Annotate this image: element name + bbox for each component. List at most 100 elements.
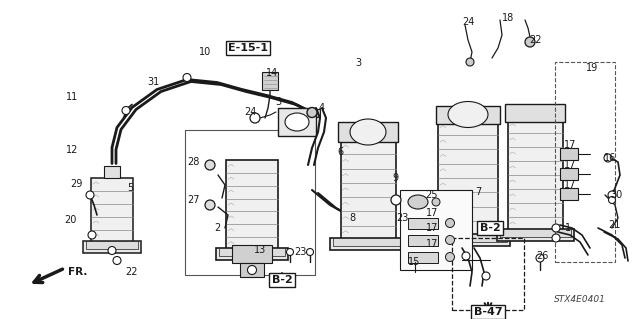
Bar [408, 218, 438, 229]
Circle shape [552, 234, 560, 242]
Text: 17: 17 [426, 223, 438, 233]
Text: 27: 27 [187, 195, 199, 205]
Text: 17: 17 [564, 180, 576, 190]
Bar [333, 238, 403, 246]
Circle shape [432, 198, 440, 206]
Bar [452, 238, 524, 310]
Circle shape [462, 252, 470, 260]
Text: B-47: B-47 [474, 307, 502, 317]
Text: 28: 28 [187, 157, 199, 167]
Circle shape [88, 231, 96, 239]
Bar [240, 263, 264, 277]
Text: 21: 21 [608, 220, 620, 230]
Circle shape [482, 272, 490, 280]
Bar [497, 229, 573, 241]
Bar [91, 177, 133, 242]
Text: 8: 8 [349, 213, 355, 223]
Bar [505, 104, 565, 122]
Text: 23: 23 [294, 247, 306, 257]
Circle shape [536, 254, 544, 262]
Circle shape [122, 107, 130, 115]
Bar [232, 245, 272, 263]
Circle shape [525, 37, 535, 47]
Circle shape [287, 249, 294, 256]
Bar [408, 235, 438, 246]
Circle shape [113, 256, 121, 264]
Text: 3: 3 [275, 97, 281, 107]
Bar [330, 238, 406, 250]
Ellipse shape [350, 119, 386, 145]
Text: 23: 23 [396, 213, 408, 223]
Text: 16: 16 [604, 153, 616, 163]
Text: 24: 24 [244, 107, 256, 117]
Bar [340, 140, 396, 240]
Bar [436, 106, 500, 123]
Text: 20: 20 [64, 215, 76, 225]
Text: 24: 24 [462, 17, 474, 27]
Text: 17: 17 [426, 208, 438, 218]
Circle shape [552, 224, 560, 232]
Bar [429, 234, 507, 241]
Circle shape [445, 235, 454, 244]
Text: 15: 15 [408, 257, 420, 267]
Text: 12: 12 [66, 145, 78, 155]
Ellipse shape [285, 113, 309, 131]
Text: 7: 7 [475, 187, 481, 197]
Text: 5: 5 [127, 183, 133, 193]
Bar [219, 248, 285, 256]
Text: FR.: FR. [68, 267, 88, 277]
Bar [499, 229, 570, 237]
Text: 22: 22 [125, 267, 138, 277]
Text: 6: 6 [337, 147, 343, 157]
Text: B-2: B-2 [271, 275, 292, 285]
Text: 14: 14 [266, 68, 278, 78]
Circle shape [108, 247, 116, 255]
Circle shape [466, 58, 474, 66]
Bar [304, 108, 320, 116]
Text: 17: 17 [564, 160, 576, 170]
Text: 22: 22 [529, 35, 541, 45]
Circle shape [604, 154, 612, 162]
Text: 4: 4 [319, 103, 325, 113]
Bar [555, 62, 615, 262]
Bar [560, 188, 578, 200]
Circle shape [445, 253, 454, 262]
Circle shape [608, 191, 616, 199]
Text: E-15-1: E-15-1 [228, 43, 268, 53]
Bar [426, 234, 510, 246]
Circle shape [307, 249, 314, 256]
Circle shape [250, 113, 260, 123]
Text: 17: 17 [426, 239, 438, 249]
Circle shape [248, 265, 257, 275]
Bar [560, 148, 578, 160]
Text: 2: 2 [214, 223, 220, 233]
Circle shape [445, 219, 454, 227]
Bar [86, 241, 138, 249]
Text: 17: 17 [564, 140, 576, 150]
Text: 26: 26 [536, 251, 548, 261]
Bar [278, 108, 316, 136]
Bar [262, 72, 278, 90]
Bar [400, 190, 472, 270]
Bar [408, 252, 438, 263]
Bar [560, 168, 578, 180]
Text: 18: 18 [502, 13, 514, 23]
Ellipse shape [408, 195, 428, 209]
Circle shape [205, 160, 215, 170]
Bar [438, 121, 498, 235]
Text: 9: 9 [392, 173, 398, 183]
Text: 30: 30 [610, 190, 622, 200]
Bar [226, 160, 278, 250]
Circle shape [183, 73, 191, 81]
Ellipse shape [448, 101, 488, 128]
Text: 25: 25 [426, 190, 438, 200]
Bar [338, 122, 398, 142]
Circle shape [307, 108, 317, 117]
Text: 19: 19 [586, 63, 598, 73]
Circle shape [609, 197, 616, 204]
Text: 11: 11 [66, 92, 78, 102]
Text: 13: 13 [254, 245, 266, 255]
Circle shape [86, 191, 94, 199]
Bar [104, 166, 120, 177]
Bar [216, 248, 289, 260]
